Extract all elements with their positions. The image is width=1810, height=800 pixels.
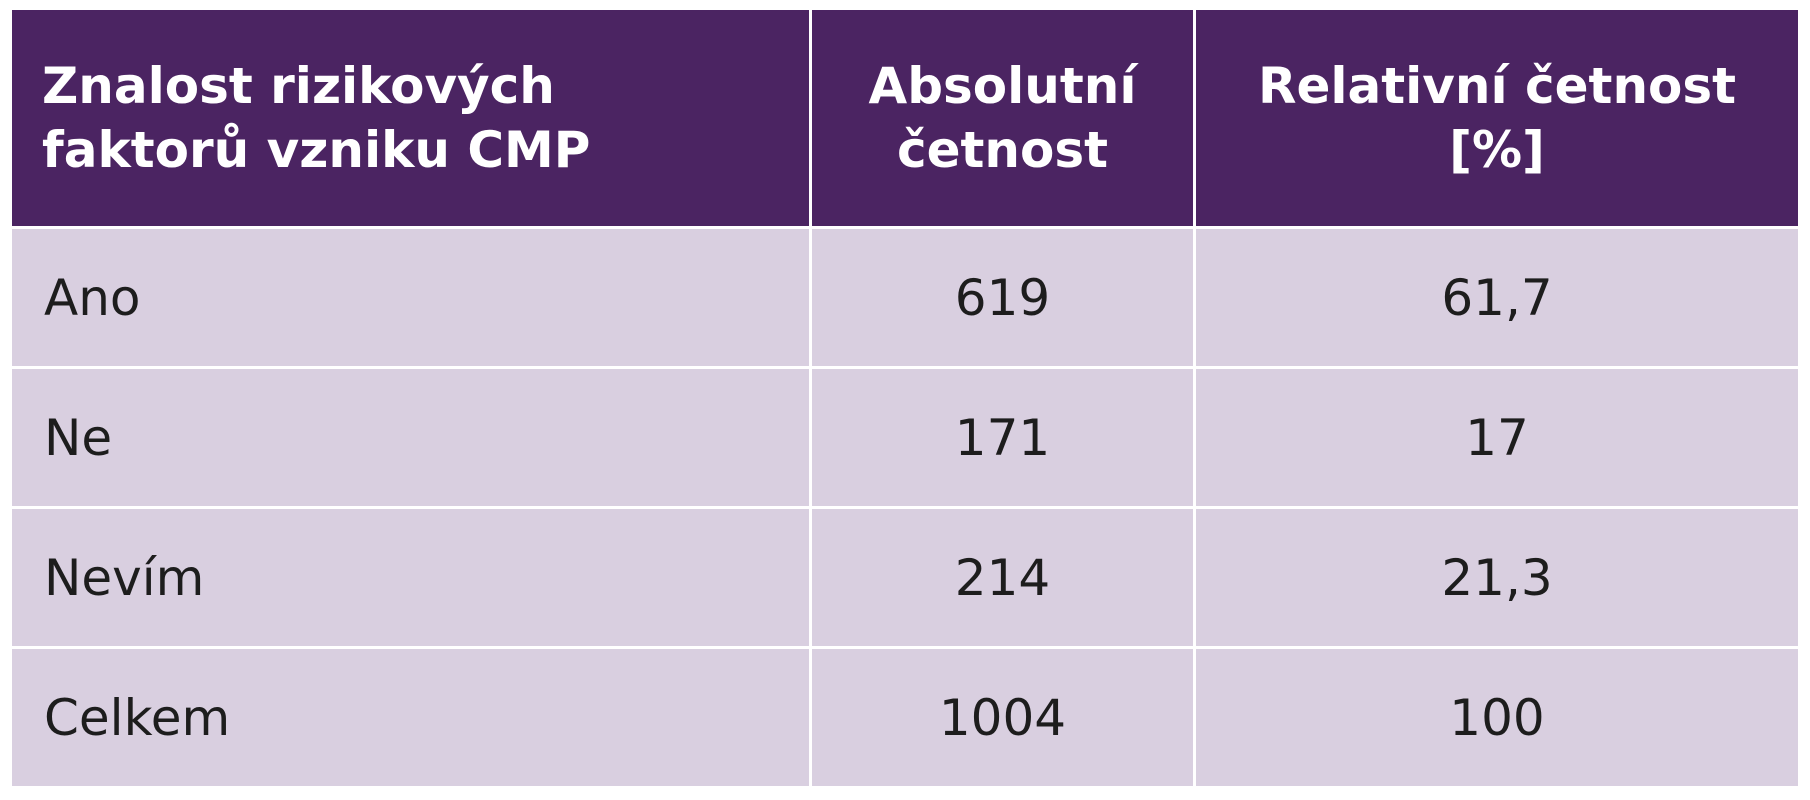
header-cell: Relativní četnost [%] — [1196, 10, 1798, 226]
header-text: Relativní četnost — [1257, 57, 1737, 115]
header-text: [%] — [1449, 121, 1545, 179]
table-cell: 619 — [812, 229, 1193, 366]
table-cell: Ano — [12, 229, 809, 366]
table-cell: Nevím — [12, 509, 809, 646]
header-text: Znalost rizikových — [42, 57, 555, 115]
header-text: faktorů vzniku CMP — [42, 121, 591, 179]
header-text: četnost — [896, 121, 1109, 179]
table-cell: 21,3 — [1196, 509, 1798, 646]
header-cell: Znalost rizikových faktorů vzniku CMP — [12, 10, 809, 226]
table-cell: Ne — [12, 369, 809, 506]
table-cell: 17 — [1196, 369, 1798, 506]
header-cell: Absolutní četnost — [812, 10, 1193, 226]
table: Znalost rizikových faktorů vzniku CMP Abso… — [12, 10, 1798, 786]
table-cell: Celkem — [12, 649, 809, 786]
header-text: Absolutní — [868, 57, 1137, 115]
table-cell: 214 — [812, 509, 1193, 646]
table-cell: 171 — [812, 369, 1193, 506]
table-cell: 61,7 — [1196, 229, 1798, 366]
table-cell: 1004 — [812, 649, 1193, 786]
table-cell: 100 — [1196, 649, 1798, 786]
